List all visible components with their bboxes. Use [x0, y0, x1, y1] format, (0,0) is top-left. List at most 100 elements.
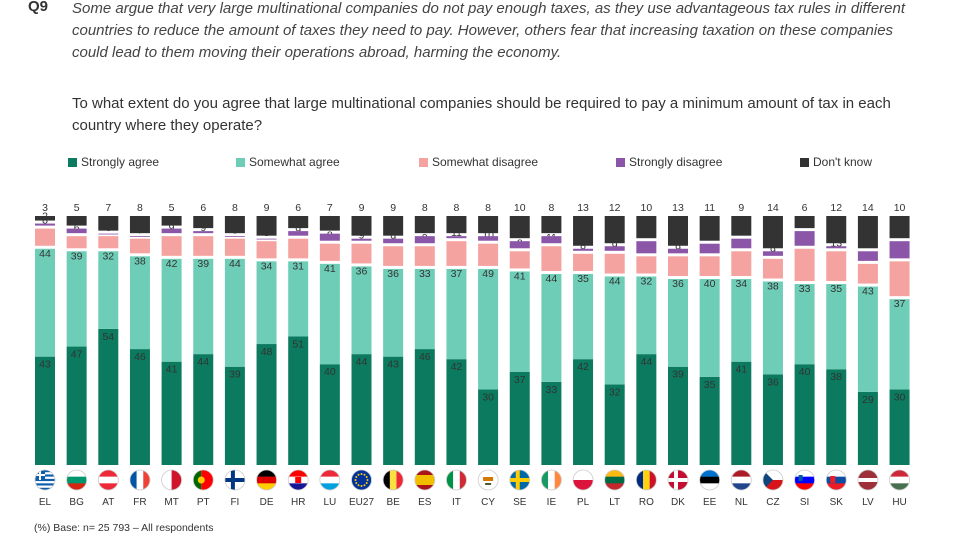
data-label-nl: 9	[738, 202, 744, 214]
bar-segment-don-t-know-fr	[129, 216, 150, 234]
data-label-se: 37	[514, 374, 526, 386]
flag-icon-nl	[730, 469, 752, 491]
bar-segment-somewhat-disagree-lt	[604, 253, 625, 274]
bar-segment-don-t-know-es	[414, 216, 435, 234]
bar-segment-strongly-disagree-si	[794, 231, 815, 246]
data-label-hu: 37	[894, 298, 906, 310]
data-label-lv: 29	[862, 394, 874, 406]
flag-icon-ie	[541, 469, 562, 491]
category-label-bg: BG	[69, 497, 84, 508]
bar-segment-strongly-agree-at	[98, 328, 119, 465]
data-label-fr: 8	[137, 202, 143, 214]
bar-segment-strongly-agree-lt	[604, 384, 625, 465]
data-label-sk: 38	[830, 371, 842, 383]
flag-icon-cz	[762, 469, 784, 491]
data-label-si: 6	[802, 202, 808, 214]
bar-segment-don-t-know-mt	[161, 216, 182, 226]
legend-item-strongly-disagree: Strongly disagree	[616, 155, 722, 169]
bar-segment-strongly-agree-pl	[573, 359, 594, 465]
data-label-bg: 5	[74, 202, 80, 214]
bar-segment-strongly-disagree-cz	[762, 251, 783, 256]
data-label-it: 42	[451, 361, 463, 373]
data-label-ie: 8	[548, 202, 554, 214]
data-label-dk: 36	[672, 278, 684, 290]
data-label-ie: 33	[546, 384, 558, 396]
bar-segment-don-t-know-lt	[604, 216, 625, 244]
bar-segment-strongly-disagree-fr	[129, 236, 150, 237]
bar-segment-strongly-agree-es	[414, 349, 435, 465]
bar-segment-somewhat-disagree-it	[446, 241, 467, 266]
bar-segment-don-t-know-hu	[889, 216, 910, 239]
bar-segment-somewhat-agree-cz	[762, 281, 783, 375]
data-label-ro: 44	[641, 356, 653, 368]
bar-segment-strongly-disagree-ro	[636, 241, 657, 254]
bar-segment-somewhat-agree-de	[256, 261, 277, 345]
bar-segment-don-t-know-it	[446, 216, 467, 234]
bar-segment-somewhat-disagree-pl	[573, 253, 594, 271]
bar-segment-strongly-disagree-fi	[224, 236, 245, 237]
bar-segment-don-t-know-ro	[636, 216, 657, 239]
bar-segment-somewhat-disagree-si	[794, 248, 815, 282]
category-label-mt: MT	[164, 497, 178, 508]
flag-icon-dk	[667, 469, 689, 491]
bar-segment-don-t-know-nl	[731, 216, 752, 236]
data-label-ie: 44	[546, 273, 558, 285]
flag-icon-es	[414, 469, 436, 491]
data-label-mt: 5	[169, 202, 175, 214]
legend-item-somewhat-agree: Somewhat agree	[236, 155, 340, 169]
data-label-es: 8	[422, 202, 428, 214]
legend-item-strongly-agree: Strongly agree	[68, 155, 159, 169]
bar-segment-strongly-agree-cz	[762, 374, 783, 465]
category-label-be: BE	[386, 497, 400, 508]
data-label-el: 8	[42, 215, 48, 227]
flag-icon-pt	[192, 469, 214, 491]
data-label-de: 34	[261, 260, 273, 272]
bar-segment-don-t-know-hr	[288, 216, 309, 229]
data-label-lt: 9	[612, 240, 618, 252]
data-label-pt: 39	[197, 258, 209, 270]
bar-segment-strongly-disagree-cy	[478, 236, 499, 241]
data-label-se: 10	[514, 202, 526, 214]
bar-segment-somewhat-disagree-dk	[668, 256, 688, 276]
data-label-sk: 35	[830, 283, 842, 295]
flag-icon-de	[256, 469, 277, 491]
data-label-lu: 41	[324, 263, 336, 275]
bar-segment-somewhat-disagree-mt	[161, 236, 182, 256]
bar-segment-don-t-know-lv	[857, 216, 878, 249]
data-label-lu: 40	[324, 366, 336, 378]
legend-label: Don't know	[813, 155, 872, 169]
flag-icon-hr	[287, 469, 309, 491]
data-label-hu: 10	[894, 202, 906, 214]
category-label-de: DE	[260, 497, 274, 508]
bar-segment-somewhat-disagree-hu	[889, 261, 910, 297]
data-label-eu27: 9	[359, 230, 365, 242]
bar-segment-don-t-know-pt	[193, 216, 214, 229]
flag-icon-el	[34, 469, 56, 491]
bar-segment-strongly-disagree-mt	[161, 228, 182, 234]
data-label-sk: 13	[830, 237, 842, 249]
bar-segment-strongly-disagree-pl	[573, 248, 594, 251]
data-label-pt: 44	[197, 356, 209, 368]
bar-segment-somewhat-agree-ee	[699, 279, 720, 377]
bar-segment-strongly-disagree-lu	[319, 233, 340, 241]
bar-segment-strongly-agree-ie	[541, 381, 562, 465]
category-label-lt: LT	[609, 497, 620, 508]
bar-segment-somewhat-disagree-es	[414, 246, 435, 266]
bar-segment-somewhat-disagree-hr	[288, 238, 309, 259]
stacked-bar-chart: 4344823EL4739635BG5432617AT4638718FR4142…	[34, 202, 910, 508]
bar-segment-somewhat-agree-hr	[288, 261, 309, 337]
category-label-hu: HU	[892, 497, 906, 508]
bar-segment-don-t-know-pl	[573, 216, 594, 246]
category-label-ie: IE	[547, 497, 557, 508]
bar-segment-don-t-know-si	[794, 216, 815, 229]
data-label-pt: 6	[200, 202, 206, 214]
legend-swatch	[616, 157, 625, 167]
bar-segment-strongly-disagree-pt	[193, 231, 214, 234]
data-label-hr: 51	[292, 338, 304, 350]
bar-segment-strongly-agree-bg	[66, 346, 87, 465]
data-label-pt: 9	[200, 222, 206, 234]
data-label-pl: 35	[577, 273, 589, 285]
bar-segment-somewhat-agree-si	[794, 284, 815, 365]
data-label-lt: 32	[609, 386, 621, 398]
bar-segment-don-t-know-el	[35, 216, 55, 221]
